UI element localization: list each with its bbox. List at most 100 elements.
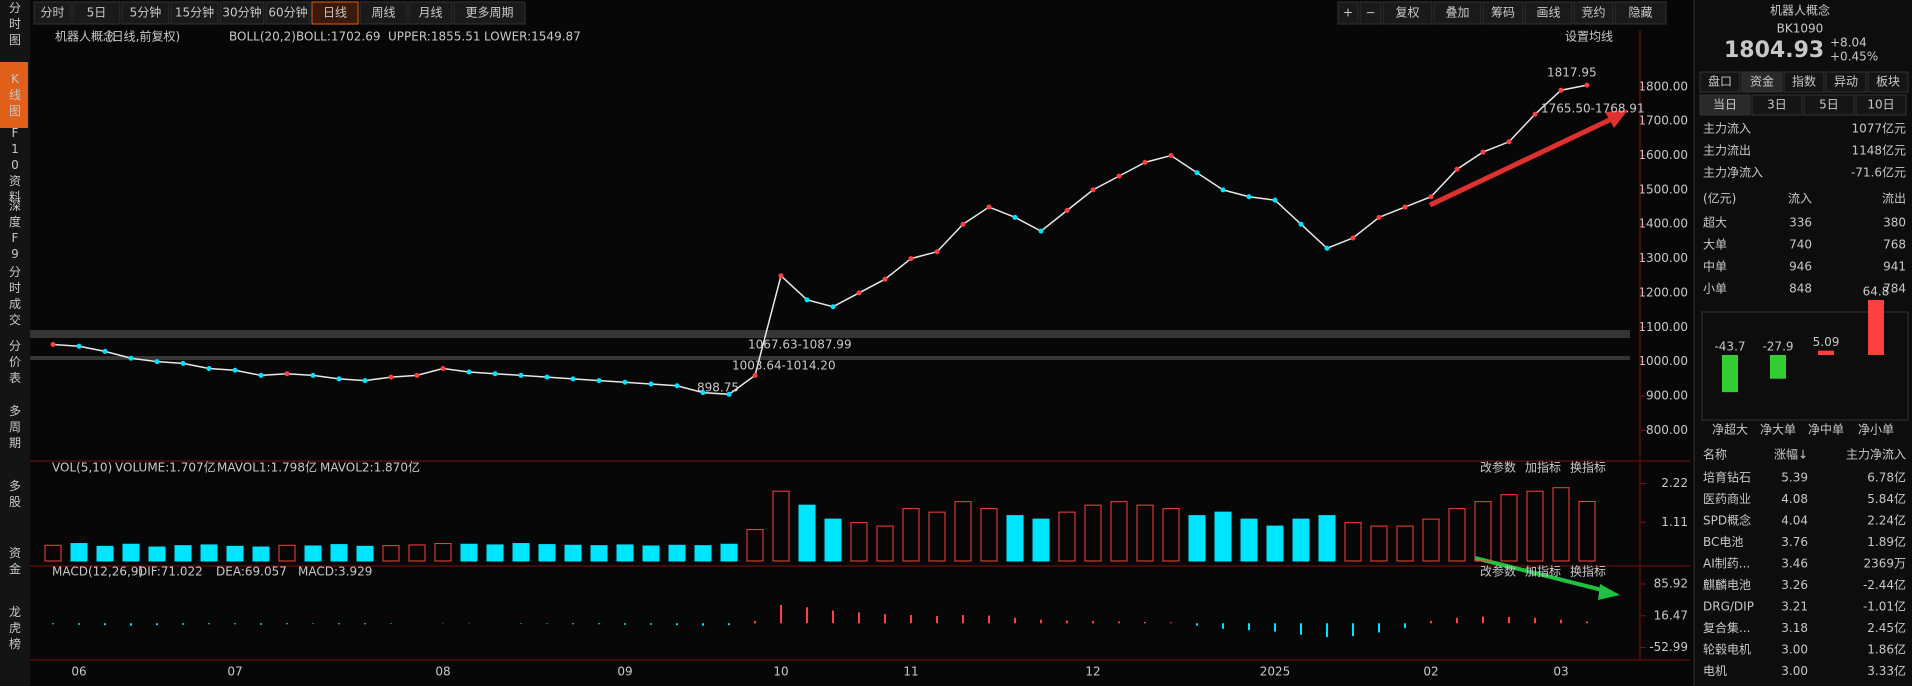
- price-point: [1064, 207, 1070, 213]
- support-band: [30, 330, 1630, 338]
- y-tick-label: 1100.00: [1638, 320, 1688, 334]
- tool-button[interactable]: [1433, 1, 1482, 25]
- volume-bar: [564, 544, 582, 562]
- sector-name[interactable]: SPD概念: [1703, 513, 1751, 528]
- panel-tab[interactable]: [1741, 71, 1783, 93]
- active-tab-bg: [0, 62, 28, 128]
- period-button[interactable]: [170, 1, 219, 25]
- price-point: [76, 343, 82, 349]
- sector-name[interactable]: 麒麟电池: [1703, 577, 1751, 592]
- price-annotation: 1067.63-1087.99: [748, 338, 852, 352]
- price-point: [1402, 204, 1408, 210]
- panel-tab-label: 板块: [1876, 75, 1900, 89]
- sidebar-tab[interactable]: 多股: [9, 479, 21, 509]
- sidebar-tab[interactable]: 分时图: [9, 1, 21, 47]
- sector-name[interactable]: 医药商业: [1703, 491, 1751, 506]
- panel-tab[interactable]: [1699, 71, 1741, 93]
- sector-name[interactable]: 复合集...: [1703, 620, 1750, 635]
- sidebar-tab[interactable]: 多周期: [9, 404, 21, 450]
- sector-flow: 3.33亿: [1867, 663, 1906, 678]
- tool-button[interactable]: [1524, 1, 1573, 25]
- period-button[interactable]: [408, 1, 453, 25]
- panel-button[interactable]: 换指标: [1570, 564, 1606, 579]
- sidebar-tab[interactable]: 龙虎榜: [9, 605, 21, 651]
- period-button[interactable]: [453, 1, 526, 25]
- period-button[interactable]: [359, 1, 408, 25]
- sector-name[interactable]: 轮毂电机: [1703, 643, 1751, 657]
- legend-text: DEA:69.057: [216, 565, 287, 579]
- period-button[interactable]: [219, 1, 265, 25]
- tool-button[interactable]: [1573, 1, 1614, 25]
- sector-name[interactable]: BC电池: [1703, 535, 1743, 549]
- price-point: [336, 376, 342, 382]
- panel-button[interactable]: 加指标: [1525, 460, 1561, 475]
- volume-bar: [1136, 504, 1154, 562]
- price-point: [726, 391, 732, 397]
- price-point: [1428, 194, 1434, 200]
- panel-tab[interactable]: [1867, 71, 1909, 93]
- volume-bar: [408, 544, 426, 562]
- price-point: [414, 372, 420, 378]
- volume-bar: [590, 545, 608, 562]
- sidebar-tab[interactable]: K 线图: [9, 72, 21, 118]
- volume-bar: [902, 508, 920, 562]
- price-point: [154, 359, 160, 365]
- sidebar-tab[interactable]: 资金: [9, 546, 21, 576]
- tool-button[interactable]: [1359, 1, 1382, 25]
- sidebar-tab[interactable]: 深度 F 9: [9, 199, 21, 261]
- price-point: [440, 366, 446, 372]
- price-point: [648, 381, 654, 387]
- sector-change: 4.04: [1781, 514, 1808, 528]
- tool-button[interactable]: [1482, 1, 1524, 25]
- volume-bar: [122, 543, 140, 562]
- volume-bar: [434, 543, 452, 562]
- volume-bar: [304, 545, 322, 562]
- tool-button[interactable]: [1614, 1, 1667, 25]
- sector-name[interactable]: AI制药...: [1703, 557, 1750, 571]
- panel-tab[interactable]: [1825, 71, 1867, 93]
- tool-button[interactable]: [1337, 1, 1359, 25]
- period-button[interactable]: [311, 1, 359, 25]
- net-flow-bar: [1770, 355, 1786, 379]
- sector-name[interactable]: 电机: [1703, 664, 1727, 678]
- chart-title: 机器人概念: [55, 29, 115, 44]
- price-point: [362, 378, 368, 384]
- volume-bar: [1032, 518, 1050, 562]
- volume-bar: [96, 545, 114, 562]
- volume-bar: [928, 511, 946, 562]
- tool-label: 复权: [1395, 6, 1419, 20]
- panel-button[interactable]: 改参数: [1480, 460, 1516, 475]
- period-button[interactable]: [33, 1, 72, 25]
- period-label: 月线: [418, 6, 442, 20]
- sidebar-tab[interactable]: F 1 0 资料: [9, 126, 21, 204]
- sector-name[interactable]: 培育钻石: [1703, 470, 1751, 485]
- x-tick-label: 02: [1423, 665, 1438, 679]
- flow-label: 主力净流入: [1703, 166, 1763, 180]
- tool-button[interactable]: [1382, 1, 1433, 25]
- panel-button[interactable]: 改参数: [1480, 564, 1516, 579]
- volume-bar: [330, 544, 348, 562]
- period-button[interactable]: [72, 1, 121, 25]
- panel-button[interactable]: 换指标: [1570, 460, 1606, 475]
- price-point: [986, 204, 992, 210]
- period-tab[interactable]: [1751, 94, 1803, 116]
- price-point: [1454, 166, 1460, 172]
- period-button[interactable]: [121, 1, 170, 25]
- panel-button[interactable]: 加指标: [1525, 564, 1561, 579]
- sidebar-tab[interactable]: 分价表: [9, 339, 21, 385]
- flow-label: 主力流出: [1703, 144, 1751, 158]
- period-tab[interactable]: [1803, 94, 1855, 116]
- period-tab[interactable]: [1699, 94, 1751, 116]
- sidebar-tab[interactable]: 分时成交: [9, 265, 21, 327]
- period-tab[interactable]: [1855, 94, 1907, 116]
- panel-tab[interactable]: [1783, 71, 1825, 93]
- y-tick-label: 85.92: [1654, 576, 1688, 590]
- sector-name[interactable]: DRG/DIP: [1703, 600, 1754, 614]
- sector-change: 3.46: [1781, 557, 1808, 571]
- y-tick-label: 1400.00: [1638, 217, 1688, 231]
- price-point: [310, 372, 316, 378]
- volume-bar: [1448, 508, 1466, 562]
- settings-button[interactable]: 设置均线: [1565, 30, 1613, 44]
- period-button[interactable]: [265, 1, 311, 25]
